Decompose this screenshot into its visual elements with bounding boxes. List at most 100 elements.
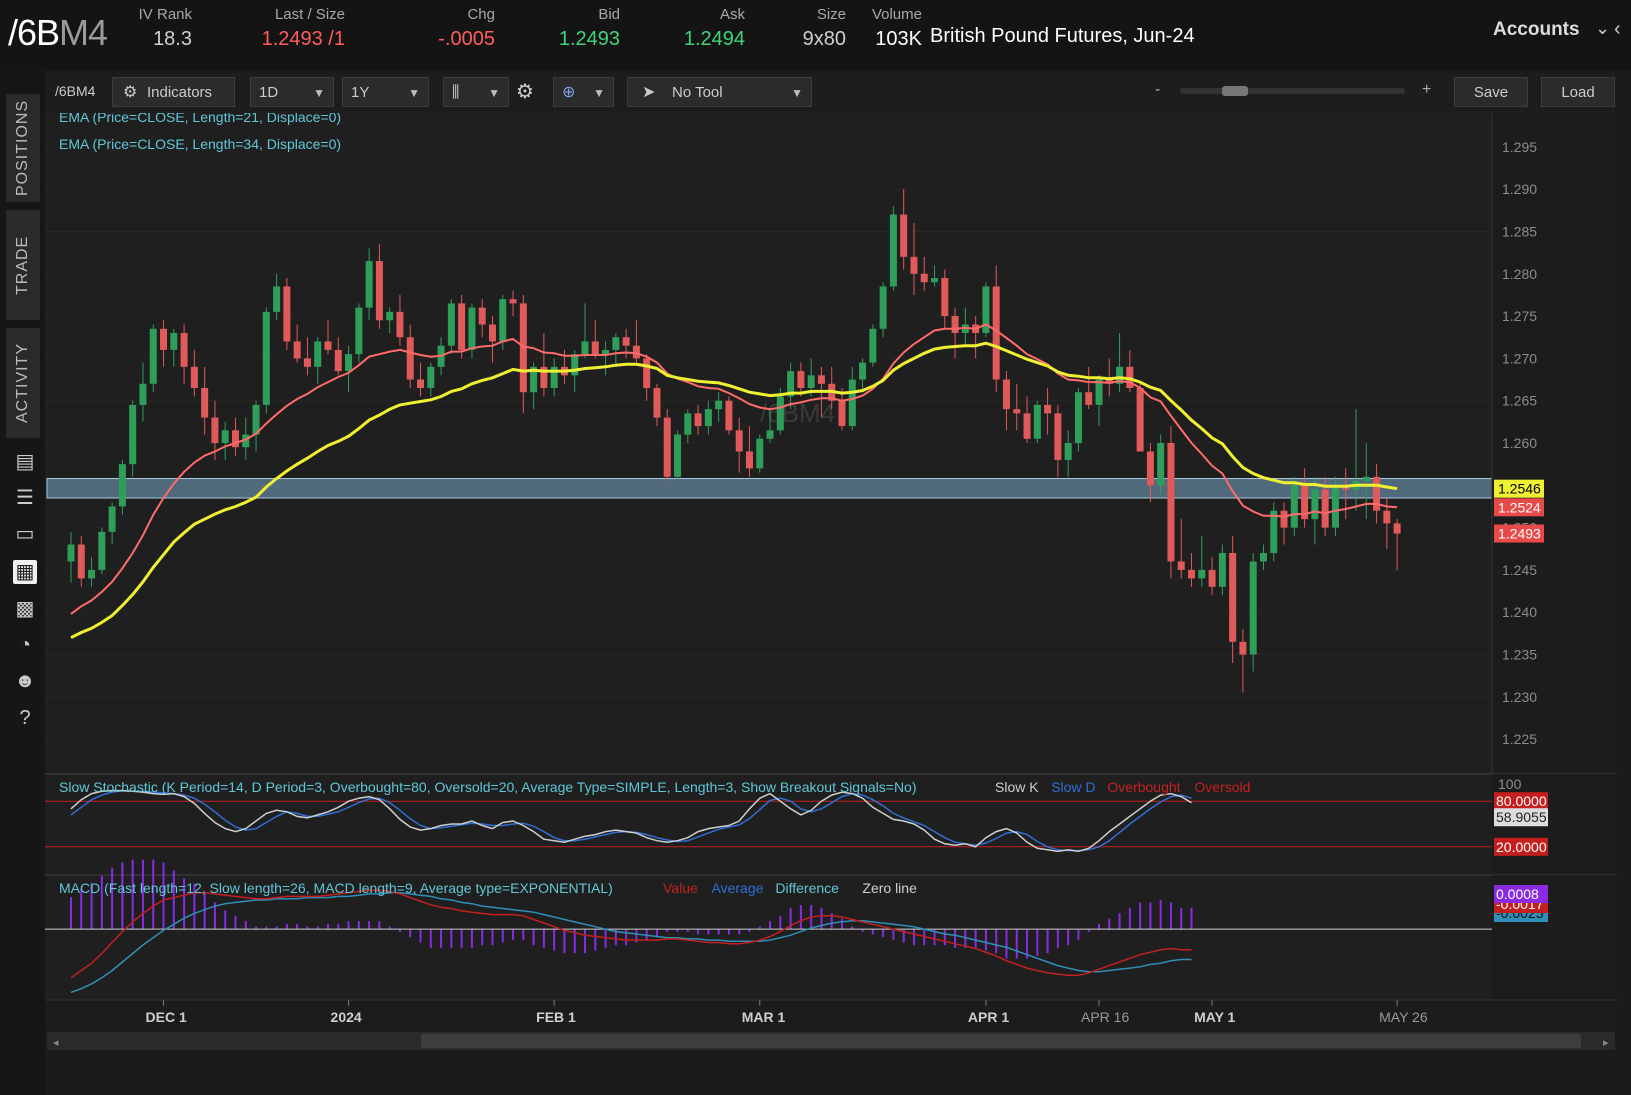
candle bbox=[900, 189, 908, 270]
last-price-badge-text: 1.2493 bbox=[1498, 526, 1541, 542]
candle bbox=[931, 265, 939, 287]
candle bbox=[663, 409, 671, 482]
monitor-icon[interactable]: ▤ bbox=[15, 451, 35, 473]
settings-gear-icon[interactable]: ⚙ bbox=[516, 81, 534, 103]
macd-average-line bbox=[70, 891, 1192, 994]
zoom-slider[interactable] bbox=[1180, 86, 1405, 96]
candle bbox=[612, 333, 620, 367]
candle-body bbox=[530, 366, 538, 393]
zoom-out-button[interactable]: - bbox=[1155, 81, 1161, 98]
chart-area[interactable]: /6BM4 1.295 1.290 1.285 1.280 1.275 1.270 1.26… bbox=[45, 109, 1618, 1093]
quote-label: Size bbox=[816, 6, 846, 23]
help-icon[interactable]: ? bbox=[19, 707, 31, 729]
save-button[interactable]: Save bbox=[1454, 77, 1528, 107]
candle-body bbox=[1270, 510, 1278, 553]
ema-lines bbox=[70, 323, 1398, 639]
load-button[interactable]: Load bbox=[1541, 77, 1615, 107]
stoch-legend-item: Slow K bbox=[995, 779, 1039, 795]
candle-body bbox=[1259, 553, 1267, 562]
gauge-icon[interactable]: ◔ bbox=[18, 634, 32, 656]
candle bbox=[108, 502, 116, 545]
list-icon[interactable]: ☰ bbox=[16, 487, 34, 509]
chart-icon[interactable]: ▦ bbox=[13, 560, 37, 584]
candle-body bbox=[900, 214, 908, 257]
candle bbox=[273, 273, 281, 321]
chevron-left-icon[interactable]: ‹ bbox=[1614, 18, 1621, 40]
candle bbox=[129, 400, 137, 477]
candle bbox=[838, 388, 846, 431]
timeframe-select[interactable]: 1D ▼ bbox=[250, 77, 334, 107]
tv-icon[interactable]: ▭ bbox=[15, 523, 35, 545]
chevron-down-icon: ▼ bbox=[488, 86, 500, 100]
candle bbox=[1013, 383, 1021, 431]
indicators-button[interactable]: ⚙ Indicators bbox=[112, 77, 235, 107]
drawing-set-select[interactable]: ⊕ ▼ bbox=[553, 77, 614, 107]
candle bbox=[1208, 557, 1216, 596]
candle-body bbox=[314, 341, 322, 367]
chart-type-select[interactable]: ⫼ ▼ bbox=[443, 77, 509, 107]
price-tick-label: 1.290 bbox=[1502, 181, 1537, 197]
ema34-value-badge-text: 1.2546 bbox=[1498, 481, 1541, 497]
candle bbox=[417, 362, 425, 397]
candle bbox=[345, 345, 353, 393]
candle bbox=[324, 320, 332, 355]
time-tick-label: APR 16 bbox=[1081, 1009, 1129, 1025]
quote-label: Last / Size bbox=[274, 6, 345, 23]
stoch-bg bbox=[45, 774, 1617, 874]
zoom-slider-thumb[interactable] bbox=[1222, 86, 1248, 96]
candle bbox=[951, 307, 959, 359]
macd-title: MACD (Fast length=12, Slow length=26, MA… bbox=[59, 880, 613, 896]
zoom-in-button[interactable]: + bbox=[1422, 81, 1432, 98]
candle bbox=[98, 527, 106, 575]
accounts-button[interactable]: Accounts bbox=[1493, 19, 1580, 40]
candle bbox=[1229, 536, 1237, 663]
candle-body bbox=[889, 214, 897, 287]
candle-body bbox=[98, 531, 106, 570]
candle-body bbox=[283, 286, 291, 342]
symbol-contract: M4 bbox=[59, 12, 108, 53]
candle-body bbox=[725, 400, 733, 431]
tab-trade-label: TRADE bbox=[14, 235, 31, 295]
candle bbox=[766, 409, 774, 443]
macd-difference-readout-bg bbox=[1494, 885, 1548, 903]
horizontal-scrollbar[interactable]: ◂ ▸ bbox=[47, 1032, 1615, 1050]
candle-body bbox=[1198, 569, 1206, 579]
candle bbox=[252, 400, 260, 452]
candle-body bbox=[67, 544, 75, 562]
price-chart-svg[interactable]: /6BM4 1.2951.2901.2851.2801.2751.2701.26… bbox=[45, 109, 1618, 1088]
quote-value: 18.3 bbox=[153, 28, 192, 50]
candle bbox=[427, 362, 435, 397]
chevron-down-icon[interactable]: ⌄ bbox=[1595, 18, 1611, 38]
ema21-value-badge-bg bbox=[1494, 498, 1544, 517]
tab-trade[interactable]: TRADE bbox=[6, 210, 40, 320]
candle bbox=[314, 337, 322, 384]
candle-body bbox=[139, 383, 147, 405]
candle-body bbox=[684, 413, 692, 435]
candle bbox=[1157, 434, 1165, 494]
range-select[interactable]: 1Y ▼ bbox=[342, 77, 429, 107]
tab-positions[interactable]: POSITIONS bbox=[6, 94, 40, 202]
support-resistance-zone bbox=[46, 478, 1618, 499]
stoch-oversold-readout-bg bbox=[1494, 837, 1548, 856]
candle-body bbox=[406, 337, 414, 380]
tab-activity[interactable]: ACTIVITY bbox=[6, 328, 40, 438]
quote-value: 1.2493 bbox=[558, 28, 620, 50]
candle-body bbox=[211, 417, 219, 443]
candle bbox=[293, 324, 301, 363]
candle-body bbox=[88, 569, 96, 579]
candle-body bbox=[231, 430, 239, 448]
candle bbox=[1393, 519, 1401, 570]
community-icon[interactable]: ☻ bbox=[14, 670, 36, 692]
candle-body bbox=[160, 328, 168, 350]
drawing-tool-select[interactable]: ➤ No Tool ▼ bbox=[627, 77, 812, 107]
indicators-label: Indicators bbox=[147, 84, 213, 101]
candle-body bbox=[581, 341, 589, 355]
candle bbox=[602, 341, 610, 376]
grid-icon[interactable]: ▩ bbox=[15, 598, 35, 620]
ema34-value-badge-bg bbox=[1494, 479, 1544, 498]
candle bbox=[632, 320, 640, 363]
candle bbox=[735, 417, 743, 473]
candle bbox=[488, 316, 496, 363]
candle bbox=[869, 324, 877, 367]
scroll-right-icon: ▸ bbox=[1603, 1037, 1609, 1049]
